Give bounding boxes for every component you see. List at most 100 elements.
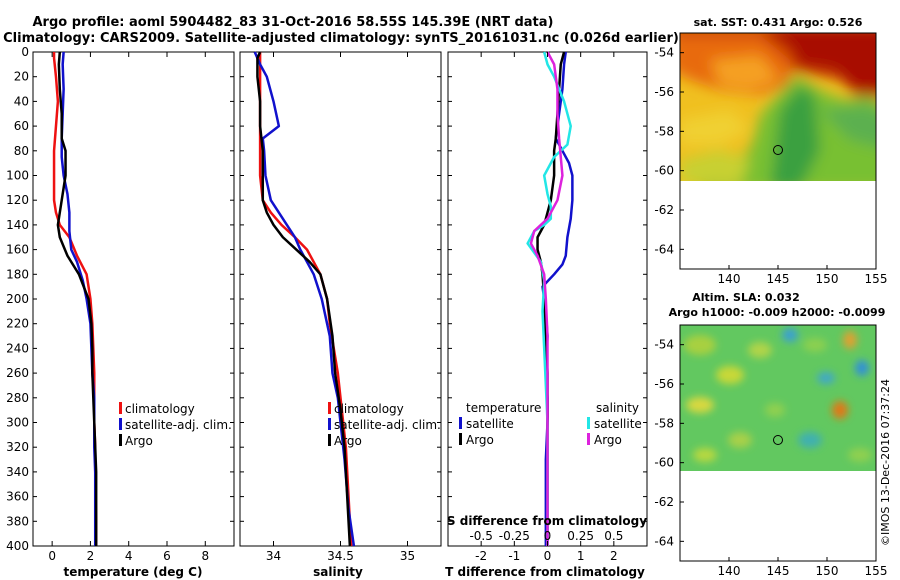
depth-tick-label: 40 [14,94,29,108]
x-tick-label: -1 [508,549,520,563]
legend-argo: Argo [125,434,153,448]
legend-swatch-argo [119,434,122,446]
argo-position-marker [773,435,783,445]
legend-climatology: climatology [334,402,404,416]
depth-tick-label: 120 [6,193,29,207]
map-y-tick-label: -60 [654,164,674,178]
x-tick-label: 2 [87,549,95,563]
depth-tick-label: 280 [6,391,29,405]
legend-swatch-argo [328,434,331,446]
map-y-tick-label: -56 [654,85,674,99]
depth-tick-label: 320 [6,440,29,454]
depth-tick-label: 400 [6,539,29,553]
x-tick-label: 6 [163,549,171,563]
legend-swatch-s-argo [587,433,590,445]
map-x-tick-label: 150 [816,564,839,578]
sst-map-axes: 140 145 150 155 -54 -56 -58 -60 -62 -64 [654,46,887,286]
x-tick-label: 34 [266,549,281,563]
difference-legend-salinity: salinity satellite Argo [587,401,642,447]
legend-satellite-adj: satellite-adj. clim. [334,418,441,432]
depth-tick-label: 200 [6,292,29,306]
salinity-lines [253,51,356,547]
x-tick-label: -2 [475,549,487,563]
legend-swatch-climatology [328,402,331,414]
salinity-x-axis: 34 34.5 35 [240,51,441,563]
x-tick-label: 0 [544,549,552,563]
depth-tick-label: 60 [14,119,29,133]
legend-swatch-t-argo [459,433,462,445]
legend-salinity-title: salinity [596,401,639,415]
map-x-tick-label: 155 [865,272,888,286]
map-y-tick-label: -56 [654,377,674,391]
map-y-tick-label: -58 [654,124,674,138]
map-y-tick-label: -62 [654,495,674,509]
sla-map-panel: Altim. SLA: 0.032 Argo h1000: -0.009 h20… [654,291,887,578]
map-x-tick-label: 150 [816,272,839,286]
salinity-panel: 34 34.5 35 salinity climatology satellite-… [239,51,442,579]
legend-swatch-climatology [119,402,122,414]
series-line-climatology [258,52,353,547]
t-difference-xlabel: T difference from climatology [445,565,645,579]
credit-text: ©IMOS 13-Dec-2016 07:37:24 [879,379,892,546]
salinity-legend: climatology satellite-adj. clim. Argo [328,402,441,448]
map-y-tick-label: -54 [654,46,674,60]
sla-map-axes: 140 145 150 155 -54 -56 -58 -60 -62 -64 [654,338,887,578]
legend-t-argo: Argo [466,433,494,447]
x-tick-label: 2 [610,549,618,563]
temperature-xlabel: temperature (deg C) [64,565,203,579]
temperature-legend: climatology satellite-adj. clim. Argo [119,402,232,448]
x-tick-label: 8 [201,549,209,563]
map-y-tick-label: -54 [654,338,674,352]
map-y-tick-label: -58 [654,416,674,430]
legend-temperature-title: temperature [466,401,541,415]
s-difference-label: S difference from climatology [447,514,647,528]
temperature-panel: 0 2 4 6 8 temperature (deg C) climatology sa… [32,51,235,579]
legend-swatch-satellite [328,418,331,430]
s-diff-tick-label: 0.25 [567,529,594,543]
sla-map-title-2: Argo h1000: -0.009 h2000: -0.0099 [669,306,886,319]
s-diff-tick-label: 0 [544,529,552,543]
depth-tick-label: 140 [6,218,29,232]
difference-panel: -2 -1 0 1 2 -0.5 -0.25 0 0.25 0.5 S difference f… [445,51,648,579]
depth-tick-label: 160 [6,243,29,257]
sla-map-title-1: Altim. SLA: 0.032 [692,291,799,304]
x-tick-label: 0 [48,549,56,563]
sst-map-title: sat. SST: 0.431 Argo: 0.526 [694,16,863,29]
difference-lines [526,51,574,546]
map-y-tick-label: -64 [654,534,674,548]
map-x-tick-label: 155 [865,564,888,578]
map-x-tick-label: 140 [718,272,741,286]
legend-swatch-satellite [119,418,122,430]
salinity-xlabel: salinity [313,565,363,579]
depth-tick-label: 360 [6,490,29,504]
depth-tick-label: 180 [6,267,29,281]
argo-position-marker [773,145,783,155]
temperature-plot-frame [32,51,235,547]
series-line-argo [56,51,98,546]
map-x-tick-label: 140 [718,564,741,578]
temperature-x-axis: 0 2 4 6 8 [33,51,234,563]
map-y-tick-label: -60 [654,456,674,470]
depth-tick-label: 0 [21,45,29,59]
legend-satellite-adj: satellite-adj. clim. [125,418,232,432]
depth-tick-label: 100 [6,169,29,183]
legend-swatch-t-satellite [459,417,462,429]
depth-tick-label: 380 [6,514,29,528]
difference-x-axis: -2 -1 0 1 2 [448,51,647,563]
series-line-argo [256,51,352,547]
temperature-lines [52,51,98,546]
legend-swatch-s-satellite [587,417,590,429]
x-tick-label: 1 [577,549,585,563]
salinity-difference-axis: -0.5 -0.25 0 0.25 0.5 [469,529,623,543]
x-tick-label: 35 [400,549,415,563]
depth-tick-label: 260 [6,366,29,380]
depth-tick-label: 340 [6,465,29,479]
legend-t-satellite: satellite [466,417,514,431]
x-tick-label: 34.5 [327,549,354,563]
legend-s-satellite: satellite [594,417,642,431]
depth-tick-label: 80 [14,144,29,158]
map-y-tick-label: -62 [654,203,674,217]
sst-map-image [680,33,876,181]
s-diff-tick-label: 0.5 [604,529,623,543]
